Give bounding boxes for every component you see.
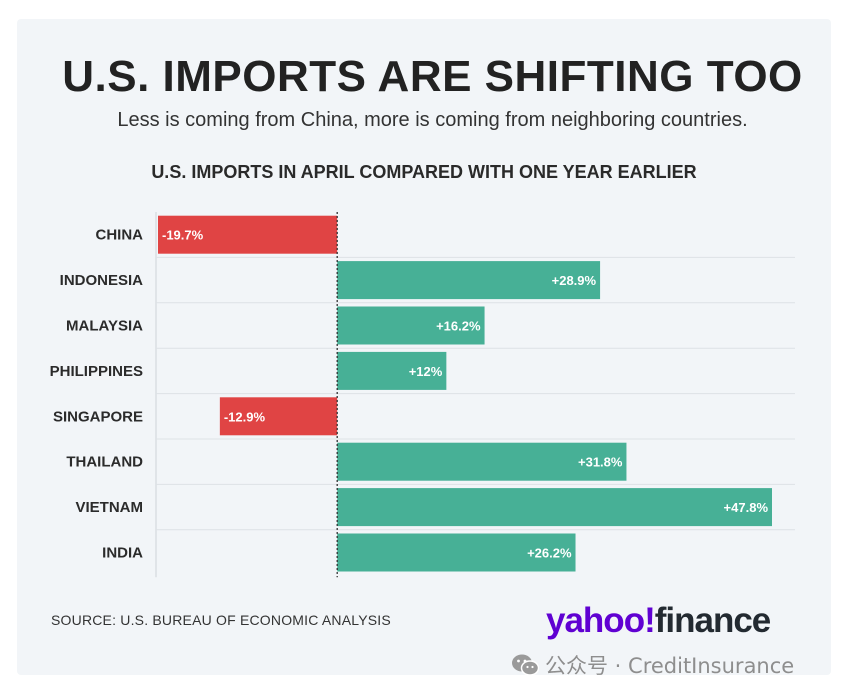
grid-layer [155,212,795,578]
chart-headline: U.S. IMPORTS ARE SHIFTING TOO [62,52,803,101]
data-label: +16.2% [436,319,481,334]
chart-subtitle: Less is coming from China, more is comin… [117,109,748,131]
bar-singapore [219,397,338,436]
data-label: -19.7% [162,228,204,243]
wechat-icon [512,654,539,676]
bar-vietnam [337,488,772,527]
chart-title: U.S. IMPORTS IN APRIL COMPARED WITH ONE … [151,162,697,182]
logo-wordmark: yahoo!finance [546,601,771,640]
data-label: +12% [409,364,443,379]
data-label: +28.9% [552,273,597,288]
bar-philippines [337,351,447,390]
category-label: SINGAPORE [53,408,143,425]
bar-india [337,533,576,572]
yahoo-finance-logo: yahoo!finance [546,601,772,640]
bar-malaysia [337,306,485,345]
bar-layer [158,215,772,572]
category-label: THAILAND [66,454,143,471]
category-label: PHILIPPINES [50,363,143,380]
watermark-text: 公众号 · CreditInsurance [545,654,795,678]
data-label: +31.8% [578,455,623,470]
data-label: -12.9% [224,409,266,424]
category-label: CHINA [96,227,144,244]
data-label: +26.2% [527,546,572,561]
watermark: 公众号 · CreditInsurance [511,651,794,679]
bar-china [158,215,338,254]
label-layer: CHINA -19.7% INDONESIA +28.9% MALAYSIA +16.2%… [50,212,769,578]
bar-thailand [337,442,627,481]
category-label: INDIA [102,545,143,562]
source-note: SOURCE: U.S. BUREAU OF ECONOMIC ANALYSIS [51,612,391,628]
category-label: VIETNAM [76,499,144,516]
category-label: INDONESIA [60,272,144,289]
category-label: MALAYSIA [66,318,143,335]
bar-indonesia [337,261,601,300]
data-label: +47.8% [724,500,769,515]
